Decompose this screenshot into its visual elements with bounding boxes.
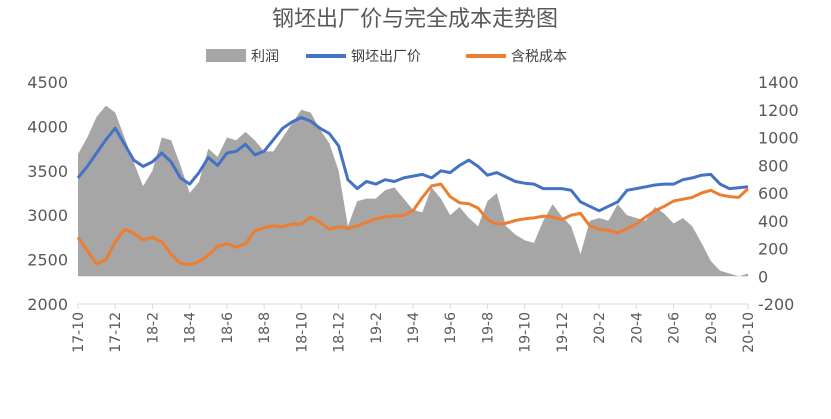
x-tick-label: 20-2 bbox=[592, 312, 608, 344]
series-price-line bbox=[76, 116, 749, 213]
series-cost-line bbox=[76, 182, 750, 267]
legend-swatch-profit bbox=[206, 49, 246, 62]
legend-label-profit: 利润 bbox=[251, 49, 279, 65]
y-left-tick-label: 2500 bbox=[27, 251, 68, 270]
y-right-tick-label: 800 bbox=[758, 156, 789, 175]
y-left-tick-label: 3500 bbox=[27, 162, 68, 181]
x-tick-label: 18-12 bbox=[332, 312, 348, 353]
y-right-tick-label: 1000 bbox=[758, 129, 799, 148]
y-left-tick-label: 2000 bbox=[27, 295, 68, 314]
x-tick-label: 20-6 bbox=[667, 312, 683, 344]
x-tick-label: 18-10 bbox=[294, 312, 310, 353]
x-tick-label: 20-10 bbox=[741, 312, 757, 353]
legend: 利润 钢坯出厂价 含税成本 bbox=[206, 49, 567, 65]
chart-title: 钢坯出厂价与完全成本走势图 bbox=[272, 7, 558, 32]
x-tick-label: 19-6 bbox=[443, 312, 459, 344]
x-tick-label: 18-2 bbox=[145, 312, 161, 344]
y-right-tick-label: 0 bbox=[758, 267, 768, 286]
plot-area bbox=[76, 105, 750, 305]
y-right-tick-label: 1400 bbox=[758, 73, 799, 92]
y-right-tick-label: 200 bbox=[758, 240, 789, 259]
x-tick-label: 18-8 bbox=[257, 312, 273, 344]
series-profit-area bbox=[78, 105, 748, 277]
x-tick-label: 19-4 bbox=[406, 312, 422, 344]
y-left-tick-label: 4500 bbox=[27, 73, 68, 92]
x-tick-label: 18-6 bbox=[220, 312, 236, 344]
y-right-tick-label: 1200 bbox=[758, 101, 799, 120]
legend-label-cost: 含税成本 bbox=[511, 49, 567, 65]
legend-label-price: 钢坯出厂价 bbox=[351, 49, 421, 65]
y-axis-left: 2000 2500 3000 3500 4000 4500 bbox=[27, 73, 68, 314]
y-right-tick-label: -200 bbox=[758, 295, 794, 314]
x-tick-label: 19-8 bbox=[480, 312, 496, 344]
x-tick-label: 19-12 bbox=[555, 312, 571, 353]
x-tick-label: 17-12 bbox=[108, 312, 124, 353]
y-right-tick-label: 400 bbox=[758, 212, 789, 231]
x-tick-label: 19-2 bbox=[369, 312, 385, 344]
x-tick-label: 19-10 bbox=[518, 312, 534, 353]
y-left-tick-label: 4000 bbox=[27, 117, 68, 136]
y-axis-right: -200 0 200 400 600 800 1000 1200 1400 bbox=[758, 73, 799, 314]
y-right-tick-label: 600 bbox=[758, 184, 789, 203]
x-tick-label: 18-4 bbox=[183, 312, 199, 344]
y-left-tick-label: 3000 bbox=[27, 206, 68, 225]
x-axis: 17-10 17-12 18-2 18-4 18-6 18-8 18-10 18-12 19-2… bbox=[71, 304, 757, 353]
x-tick-label: 17-10 bbox=[71, 312, 87, 353]
x-tick-label: 20-4 bbox=[629, 312, 645, 344]
x-tick-label: 20-8 bbox=[704, 312, 720, 344]
